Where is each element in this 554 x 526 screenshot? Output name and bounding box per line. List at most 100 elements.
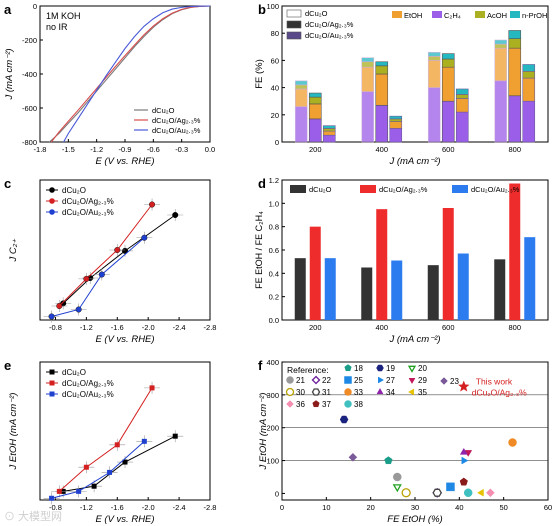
annotation-text: 1M KOH bbox=[46, 11, 81, 21]
this-work-label: This work bbox=[476, 377, 513, 387]
legend-label: 27 bbox=[386, 376, 395, 385]
data-point bbox=[98, 271, 105, 278]
x-tick-label: -2.8 bbox=[204, 323, 217, 332]
legend-swatch bbox=[360, 185, 376, 193]
data-point bbox=[122, 459, 128, 465]
y-axis-label: J (mA cm⁻²) bbox=[4, 48, 15, 100]
stacked-bar-segment bbox=[427, 51, 441, 57]
legend-label: dCu₂O/Au₂.₃% bbox=[152, 126, 201, 135]
y-tick-label: 20 bbox=[271, 111, 279, 120]
plot-frame bbox=[281, 179, 549, 321]
legend-label: EtOH bbox=[404, 11, 422, 20]
legend-label: 21 bbox=[296, 376, 305, 385]
panel-f: f 0 100 200 300 400 0 10 20 30 40 50 60 FE EtOH (%) J … bbox=[258, 358, 552, 525]
legend-swatch bbox=[290, 185, 306, 193]
x-tick-label: 20 bbox=[366, 503, 374, 512]
x-tick-label: -0.9 bbox=[119, 145, 132, 154]
x-tick-label: -0.8 bbox=[49, 323, 62, 332]
stacked-bar-segment bbox=[494, 47, 508, 82]
legend-label: dCu₂O bbox=[152, 106, 175, 115]
data-point bbox=[83, 464, 89, 470]
reference-point bbox=[348, 452, 358, 462]
plot-frame bbox=[39, 361, 211, 501]
legend-marker bbox=[344, 388, 352, 396]
legend-title: Reference: bbox=[287, 365, 329, 375]
reference-point bbox=[459, 447, 468, 455]
stacked-bar-segment bbox=[522, 100, 536, 143]
legend-label: dCu₂O/Ag₂.₃% bbox=[62, 379, 114, 388]
reference-point bbox=[486, 488, 495, 498]
legend-marker bbox=[49, 198, 55, 204]
legend-swatch bbox=[475, 11, 485, 18]
legend-label: AcOH bbox=[487, 11, 507, 20]
plot-frame bbox=[39, 179, 211, 321]
x-tick-label: -2.0 bbox=[142, 323, 155, 332]
legend-marker bbox=[49, 369, 55, 375]
y-tick-label: 0.8 bbox=[269, 223, 279, 232]
data-point bbox=[107, 469, 113, 475]
stacked-bar-segment bbox=[455, 88, 469, 95]
this-work-label: dCu₂O/Ag₂.₃% bbox=[472, 388, 527, 398]
y-tick-label: 60 bbox=[271, 56, 279, 65]
bar bbox=[309, 226, 321, 320]
legend-marker bbox=[440, 377, 448, 385]
stacked-bar-segment bbox=[508, 95, 522, 143]
stacked-bar-segment bbox=[375, 104, 389, 143]
stacked-bar-segment bbox=[508, 30, 522, 39]
stacked-bar-segment bbox=[375, 73, 389, 106]
legend-label: dCu₂O/Ag₂.₃% bbox=[152, 116, 201, 125]
stacked-bar-segment bbox=[389, 115, 403, 120]
x-tick-label: -0.3 bbox=[175, 145, 188, 154]
reference-point bbox=[459, 477, 468, 486]
legend-marker bbox=[408, 378, 416, 385]
panel-b: b 0 20 40 60 80 100 J (mA cm⁻²) FE (%) 200 400 600 8… bbox=[254, 2, 549, 167]
panel-a: a -1.8 -1.5 -1.2 -0.9 -0.6 -0.3 0.0 0 -200 -400 -60… bbox=[4, 2, 215, 167]
x-tick-label: 60 bbox=[544, 503, 552, 512]
reference-point bbox=[384, 456, 393, 465]
x-tick-label: 40 bbox=[455, 503, 463, 512]
stacked-bar-segment bbox=[389, 118, 403, 122]
legend-marker bbox=[378, 376, 385, 384]
series-line bbox=[58, 204, 153, 307]
stacked-bar-segment bbox=[308, 96, 322, 105]
legend-marker bbox=[49, 209, 55, 215]
reference-point bbox=[339, 415, 349, 424]
legend-marker bbox=[49, 391, 55, 397]
reference-point bbox=[393, 472, 402, 482]
stacked-bar-segment bbox=[494, 39, 508, 45]
legend-label: dCu₂O/Ag₂.₃% bbox=[379, 185, 428, 194]
bar bbox=[442, 208, 454, 320]
stacked-bar-segment bbox=[308, 103, 322, 120]
legend-swatch bbox=[392, 11, 402, 18]
stacked-bar-segment bbox=[294, 106, 308, 143]
legend-label: 31 bbox=[322, 388, 331, 397]
legend-label: 23 bbox=[450, 377, 459, 386]
x-tick-label: 800 bbox=[508, 323, 521, 332]
stacked-bar-segment bbox=[389, 128, 403, 143]
y-tick-label: 0.4 bbox=[269, 269, 279, 278]
legend-marker bbox=[285, 387, 295, 397]
y-tick-label: 1.2 bbox=[269, 176, 279, 185]
bar bbox=[509, 183, 521, 320]
reference-point bbox=[461, 456, 469, 465]
x-tick-label: -2.8 bbox=[204, 503, 217, 512]
x-tick-label: 50 bbox=[499, 503, 507, 512]
x-tick-label: -1.8 bbox=[34, 145, 47, 154]
data-point bbox=[141, 438, 147, 444]
legend-marker bbox=[407, 388, 415, 396]
legend-swatch bbox=[286, 20, 302, 29]
legend-label: 29 bbox=[418, 376, 427, 385]
y-tick-label: 300 bbox=[266, 391, 279, 400]
stacked-bar-segment bbox=[455, 94, 469, 99]
stacked-bar-segment bbox=[361, 66, 375, 92]
x-tick-label: -0.6 bbox=[147, 145, 160, 154]
y-tick-label: 200 bbox=[266, 424, 279, 433]
legend-label: 19 bbox=[386, 364, 395, 373]
stacked-bar-segment bbox=[494, 43, 508, 49]
x-tick-label: 800 bbox=[508, 145, 521, 154]
stacked-bar-segment bbox=[294, 84, 308, 90]
y-tick-label: 0 bbox=[275, 138, 279, 147]
legend-marker bbox=[344, 376, 352, 384]
x-tick-label: 10 bbox=[322, 503, 330, 512]
